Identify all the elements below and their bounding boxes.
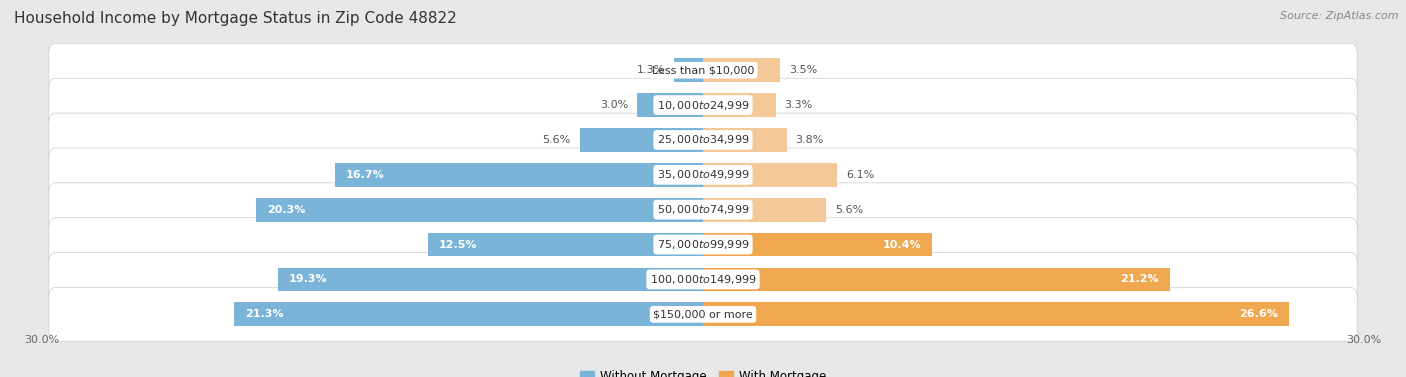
- Bar: [637, 93, 703, 117]
- Bar: [233, 302, 703, 326]
- Bar: [278, 268, 703, 291]
- Text: 3.3%: 3.3%: [785, 100, 813, 110]
- Text: 20.3%: 20.3%: [267, 205, 305, 215]
- FancyBboxPatch shape: [49, 218, 1357, 271]
- FancyBboxPatch shape: [49, 183, 1357, 236]
- Text: 26.6%: 26.6%: [1239, 309, 1278, 319]
- Text: Household Income by Mortgage Status in Zip Code 48822: Household Income by Mortgage Status in Z…: [14, 11, 457, 26]
- Bar: [703, 233, 932, 256]
- Bar: [703, 128, 787, 152]
- Bar: [579, 128, 703, 152]
- Bar: [427, 233, 703, 256]
- Text: 3.0%: 3.0%: [600, 100, 628, 110]
- Legend: Without Mortgage, With Mortgage: Without Mortgage, With Mortgage: [575, 365, 831, 377]
- Bar: [335, 163, 703, 187]
- Text: 5.6%: 5.6%: [835, 205, 863, 215]
- Text: 3.5%: 3.5%: [789, 65, 817, 75]
- Text: 5.6%: 5.6%: [543, 135, 571, 145]
- Bar: [703, 268, 1170, 291]
- Text: Less than $10,000: Less than $10,000: [652, 65, 754, 75]
- Text: 10.4%: 10.4%: [883, 239, 921, 250]
- Bar: [703, 302, 1289, 326]
- FancyBboxPatch shape: [49, 253, 1357, 306]
- Bar: [703, 163, 838, 187]
- Bar: [703, 58, 780, 82]
- Text: 21.3%: 21.3%: [245, 309, 284, 319]
- Text: $10,000 to $24,999: $10,000 to $24,999: [657, 99, 749, 112]
- FancyBboxPatch shape: [49, 113, 1357, 167]
- Text: 16.7%: 16.7%: [346, 170, 385, 180]
- Text: 1.3%: 1.3%: [637, 65, 665, 75]
- Text: Source: ZipAtlas.com: Source: ZipAtlas.com: [1281, 11, 1399, 21]
- Text: $35,000 to $49,999: $35,000 to $49,999: [657, 169, 749, 181]
- FancyBboxPatch shape: [49, 43, 1357, 97]
- Text: $75,000 to $99,999: $75,000 to $99,999: [657, 238, 749, 251]
- Text: 6.1%: 6.1%: [846, 170, 875, 180]
- Text: $25,000 to $34,999: $25,000 to $34,999: [657, 133, 749, 146]
- Text: $50,000 to $74,999: $50,000 to $74,999: [657, 203, 749, 216]
- Text: 19.3%: 19.3%: [288, 274, 328, 285]
- Bar: [703, 93, 776, 117]
- Text: 21.2%: 21.2%: [1121, 274, 1159, 285]
- Bar: [703, 198, 827, 222]
- Bar: [256, 198, 703, 222]
- FancyBboxPatch shape: [49, 148, 1357, 202]
- Text: $150,000 or more: $150,000 or more: [654, 309, 752, 319]
- FancyBboxPatch shape: [49, 288, 1357, 341]
- Bar: [675, 58, 703, 82]
- Text: 12.5%: 12.5%: [439, 239, 477, 250]
- FancyBboxPatch shape: [49, 78, 1357, 132]
- Text: $100,000 to $149,999: $100,000 to $149,999: [650, 273, 756, 286]
- Text: 3.8%: 3.8%: [796, 135, 824, 145]
